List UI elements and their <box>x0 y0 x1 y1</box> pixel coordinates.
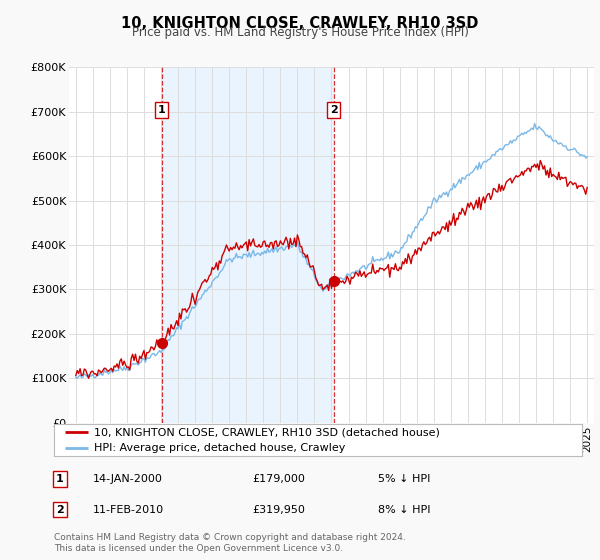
Text: £319,950: £319,950 <box>252 505 305 515</box>
Text: HPI: Average price, detached house, Crawley: HPI: Average price, detached house, Craw… <box>94 444 345 453</box>
Text: 5% ↓ HPI: 5% ↓ HPI <box>378 474 430 484</box>
Text: 14-JAN-2000: 14-JAN-2000 <box>93 474 163 484</box>
Text: 10, KNIGHTON CLOSE, CRAWLEY, RH10 3SD (detached house): 10, KNIGHTON CLOSE, CRAWLEY, RH10 3SD (d… <box>94 427 439 437</box>
Text: 10, KNIGHTON CLOSE, CRAWLEY, RH10 3SD: 10, KNIGHTON CLOSE, CRAWLEY, RH10 3SD <box>121 16 479 31</box>
Text: 2: 2 <box>329 105 337 115</box>
Text: £179,000: £179,000 <box>252 474 305 484</box>
Text: 2: 2 <box>56 505 64 515</box>
Text: 1: 1 <box>158 105 166 115</box>
Text: 1: 1 <box>56 474 64 484</box>
Bar <box>162 67 334 423</box>
Text: 11-FEB-2010: 11-FEB-2010 <box>93 505 164 515</box>
Text: Contains HM Land Registry data © Crown copyright and database right 2024.
This d: Contains HM Land Registry data © Crown c… <box>54 533 406 553</box>
Text: Price paid vs. HM Land Registry's House Price Index (HPI): Price paid vs. HM Land Registry's House … <box>131 26 469 39</box>
Text: 8% ↓ HPI: 8% ↓ HPI <box>378 505 431 515</box>
